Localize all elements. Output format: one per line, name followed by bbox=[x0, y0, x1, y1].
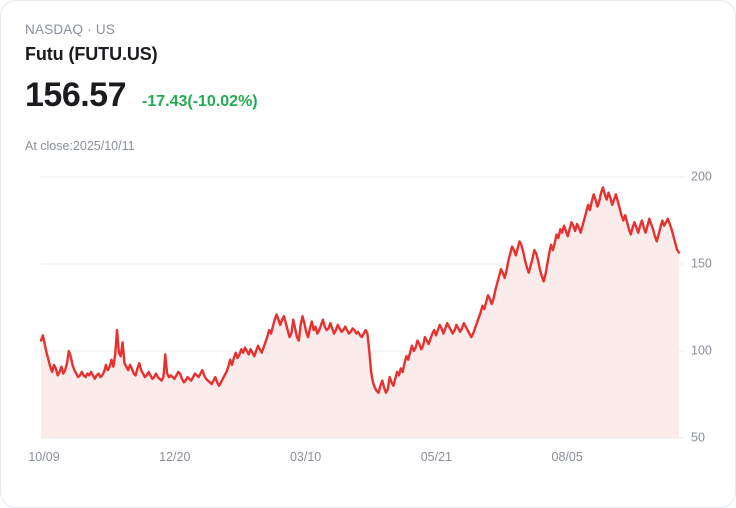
last-price: 156.57 bbox=[25, 76, 127, 114]
price-chart-svg[interactable]: 200 150 100 50 10/09 12/20 03/10 05/21 08/05 bbox=[1, 161, 736, 471]
exchange-region-line: NASDAQ · US bbox=[25, 21, 625, 39]
x-axis-tick-label: 12/20 bbox=[159, 450, 190, 464]
price-change: -17.43(-10.02%) bbox=[142, 93, 258, 110]
exchange-label: NASDAQ bbox=[25, 22, 84, 37]
y-axis-tick-label: 100 bbox=[691, 343, 712, 357]
x-axis-tick-label: 03/10 bbox=[290, 450, 321, 464]
page-title: Futu (FUTU.US) bbox=[25, 44, 158, 64]
region-label: US bbox=[95, 22, 116, 37]
separator-dot: · bbox=[87, 22, 92, 37]
x-axis-tick-label: 08/05 bbox=[552, 450, 583, 464]
y-axis-tick-label: 200 bbox=[691, 169, 712, 183]
price-line bbox=[39, 186, 681, 394]
y-axis-tick-label: 50 bbox=[691, 430, 705, 444]
price-chart[interactable]: 200 150 100 50 10/09 12/20 03/10 05/21 08/05 bbox=[1, 161, 736, 471]
y-axis-tick-label: 150 bbox=[691, 256, 712, 270]
x-axis-tick-label: 05/21 bbox=[421, 450, 452, 464]
y-axis-labels: 200 150 100 50 bbox=[691, 169, 712, 444]
x-axis-labels: 10/09 12/20 03/10 05/21 08/05 bbox=[28, 450, 582, 464]
quote-row: 156.57 -17.43(-10.02%) bbox=[25, 75, 258, 115]
quote-header: NASDAQ · US Futu (FUTU.US) bbox=[25, 21, 625, 67]
market-status-text: At close:2025/10/11 bbox=[25, 139, 135, 153]
x-axis-tick-label: 10/09 bbox=[28, 450, 59, 464]
